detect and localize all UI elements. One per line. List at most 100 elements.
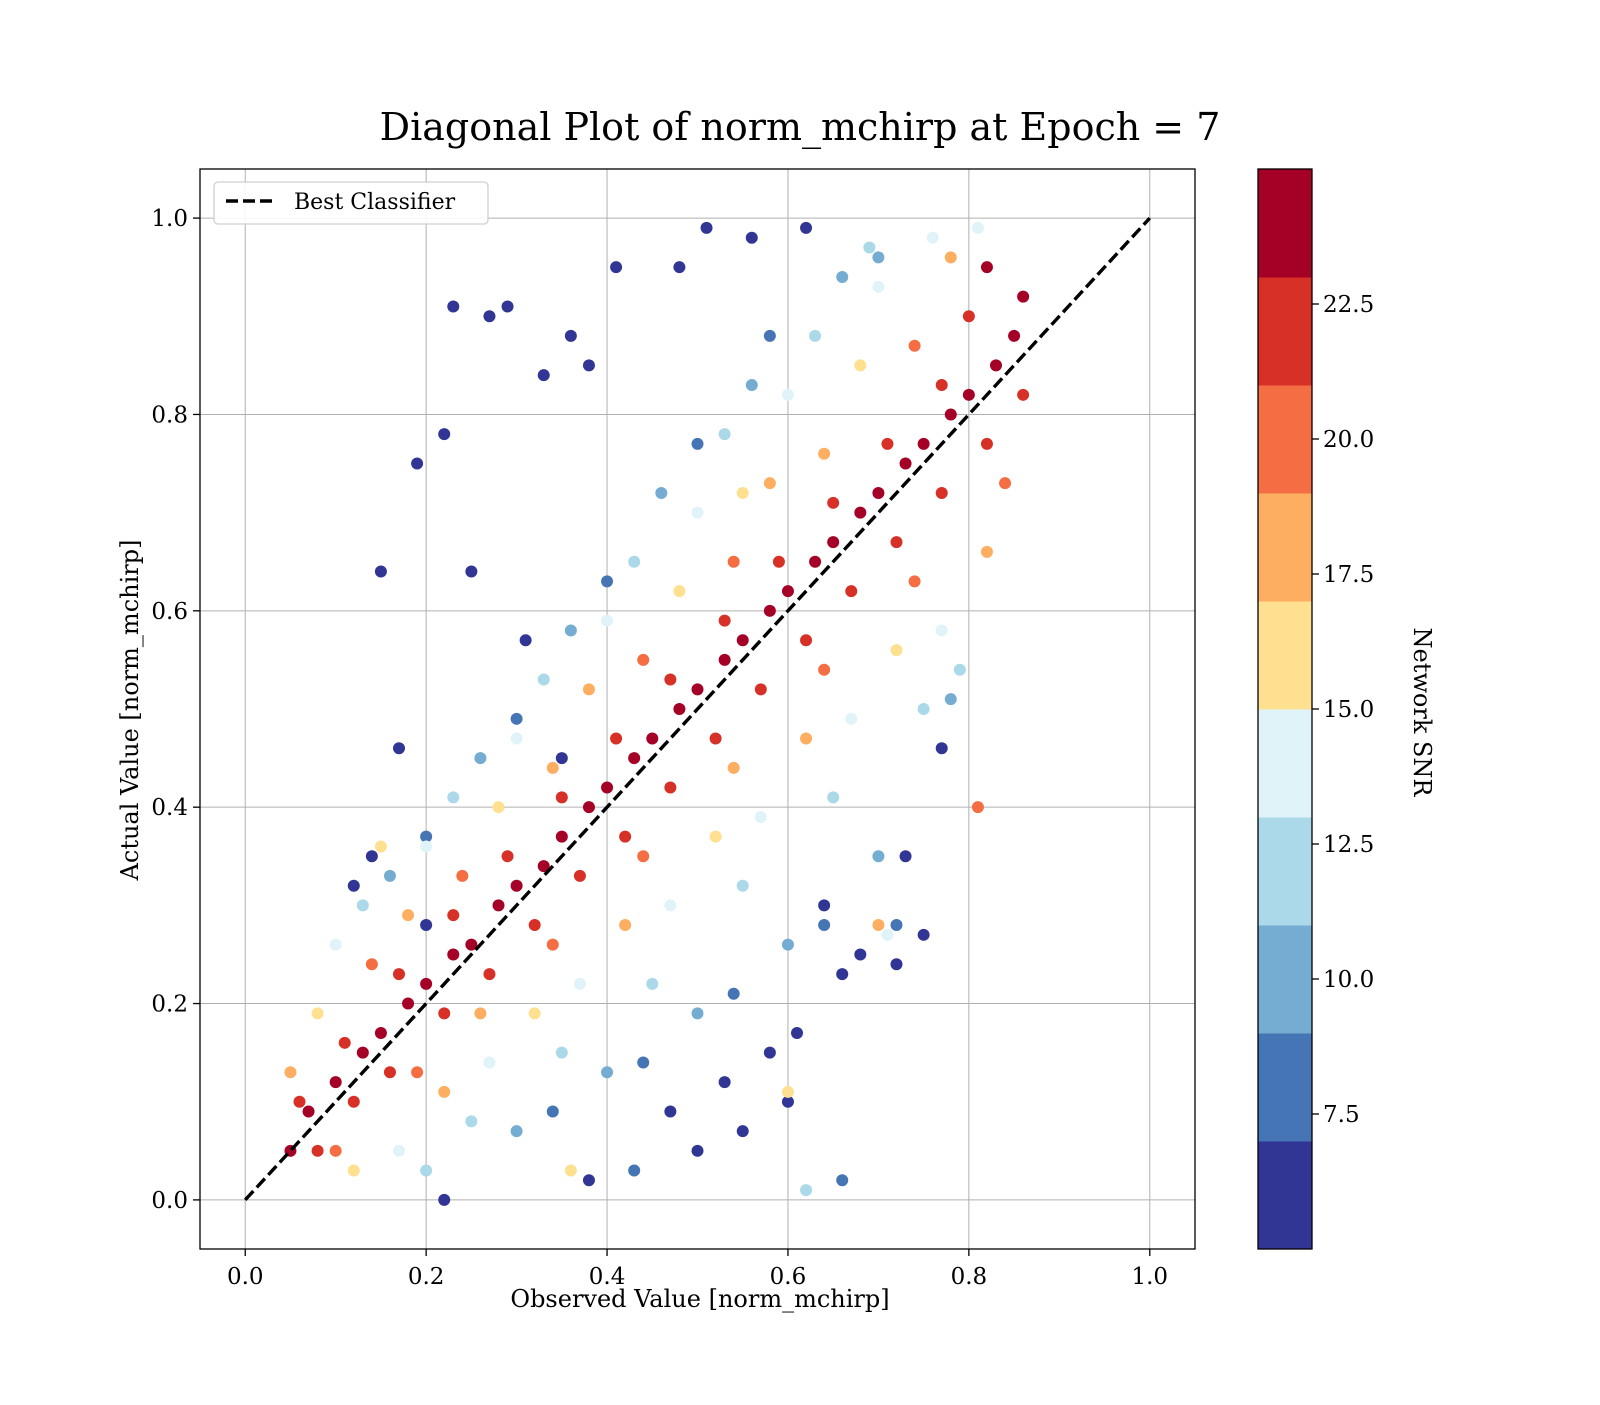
scatter-point [935,379,948,391]
scatter-point [347,879,360,892]
scatter-point [691,1007,704,1020]
scatter-point [582,801,595,814]
colorbar-bin [1258,385,1312,494]
scatter-point [546,1105,559,1118]
scatter-point [338,1036,351,1049]
scatter-point [944,251,957,264]
scatter-point [474,752,487,765]
scatter-point [745,231,758,244]
x-tick-label: 1.0 [1131,1264,1168,1290]
colorbar-tick-label: 7.5 [1323,1102,1360,1128]
scatter-point [655,487,668,499]
scatter-point [447,791,460,804]
colorbar: 7.5 10.0 12.5 15.0 17.5 20.0 22.5 [1257,168,1374,1250]
scatter-point [302,1105,315,1118]
scatter-point [727,555,740,568]
scatter-point [890,958,903,971]
scatter-point [872,280,885,293]
scatter-point [619,919,632,931]
scatter-point [573,977,586,990]
scatter-point [872,919,885,931]
scatter-point [393,742,405,755]
scatter-point [890,536,903,549]
scatter-point [781,388,794,401]
scatter-point [356,899,369,912]
scatter-point [917,703,930,715]
legend-box [213,181,489,225]
scatter-point [673,261,686,274]
scatter-point [772,555,785,568]
colorbar-bin [1258,169,1312,278]
colorbar-bin [1258,817,1312,926]
scatter-point [890,919,903,931]
scatter-point [935,742,948,755]
scatter-point [845,712,858,725]
scatter-point [501,850,514,863]
scatter-point [456,869,469,882]
scatter-point [718,1076,731,1089]
scatter-point [646,977,659,990]
scatter-point [374,565,387,578]
scatter-point [854,506,867,519]
scatter-point [809,555,822,568]
scatter-point [383,1066,396,1079]
scatter-point [709,830,722,843]
scatter-point [917,928,930,941]
scatter-point [546,938,559,951]
scatter-point [908,339,921,352]
scatter-point [329,1076,342,1089]
best-classifier-line [243,216,1152,1202]
scatter-point [763,604,776,617]
scatter-point [546,761,559,774]
scatter-point [691,437,704,450]
scatter-point [510,1125,523,1138]
scatter-point [691,506,704,519]
scatter-point [818,663,831,676]
colorbar-bin [1258,1141,1312,1250]
scatter-point [836,1174,849,1187]
scatter-point [664,781,677,794]
legend: Best Classifier [213,181,489,225]
scatter-point [736,879,749,892]
scatter-point [293,1095,306,1108]
scatter-point [962,388,975,401]
colorbar-tick-label: 17.5 [1323,562,1374,588]
grid [200,169,1195,1249]
scatter-point [628,1164,641,1177]
scatter-point [781,585,794,598]
scatter-point [601,1066,614,1079]
scatter-point [691,1144,704,1157]
scatter-point [935,624,948,637]
scatter-point [519,634,532,647]
scatter-point [420,830,433,843]
scatter-point [420,919,433,931]
scatter-point [637,1056,650,1069]
scatter-point [781,938,794,951]
scatter-point [727,987,740,1000]
scatter-point [818,899,831,912]
scatter-point [420,977,433,990]
scatter-point [438,428,451,441]
scatter-point [745,379,758,391]
scatter-point [926,231,939,244]
scatter-point [438,1007,451,1020]
scatter-point [1017,388,1030,401]
scatter-point [402,997,415,1010]
scatter-point [510,712,523,725]
scatter-point [854,948,867,961]
scatter-point [483,1056,496,1069]
scatter-point [881,437,894,450]
scatter-points [284,221,1030,1206]
scatter-point [628,555,641,568]
colorbar-bin [1258,277,1312,386]
scatter-point [836,968,849,981]
x-tick-label: 0.6 [770,1264,807,1290]
scatter-point [347,1095,360,1108]
scatter-point [329,1144,342,1157]
scatter-point [483,968,496,981]
scatter-point [718,428,731,441]
chart-title: Diagonal Plot of norm_mchirp at Epoch = … [380,105,1221,150]
y-tick-label: 0.2 [151,992,188,1018]
scatter-point [601,575,614,588]
